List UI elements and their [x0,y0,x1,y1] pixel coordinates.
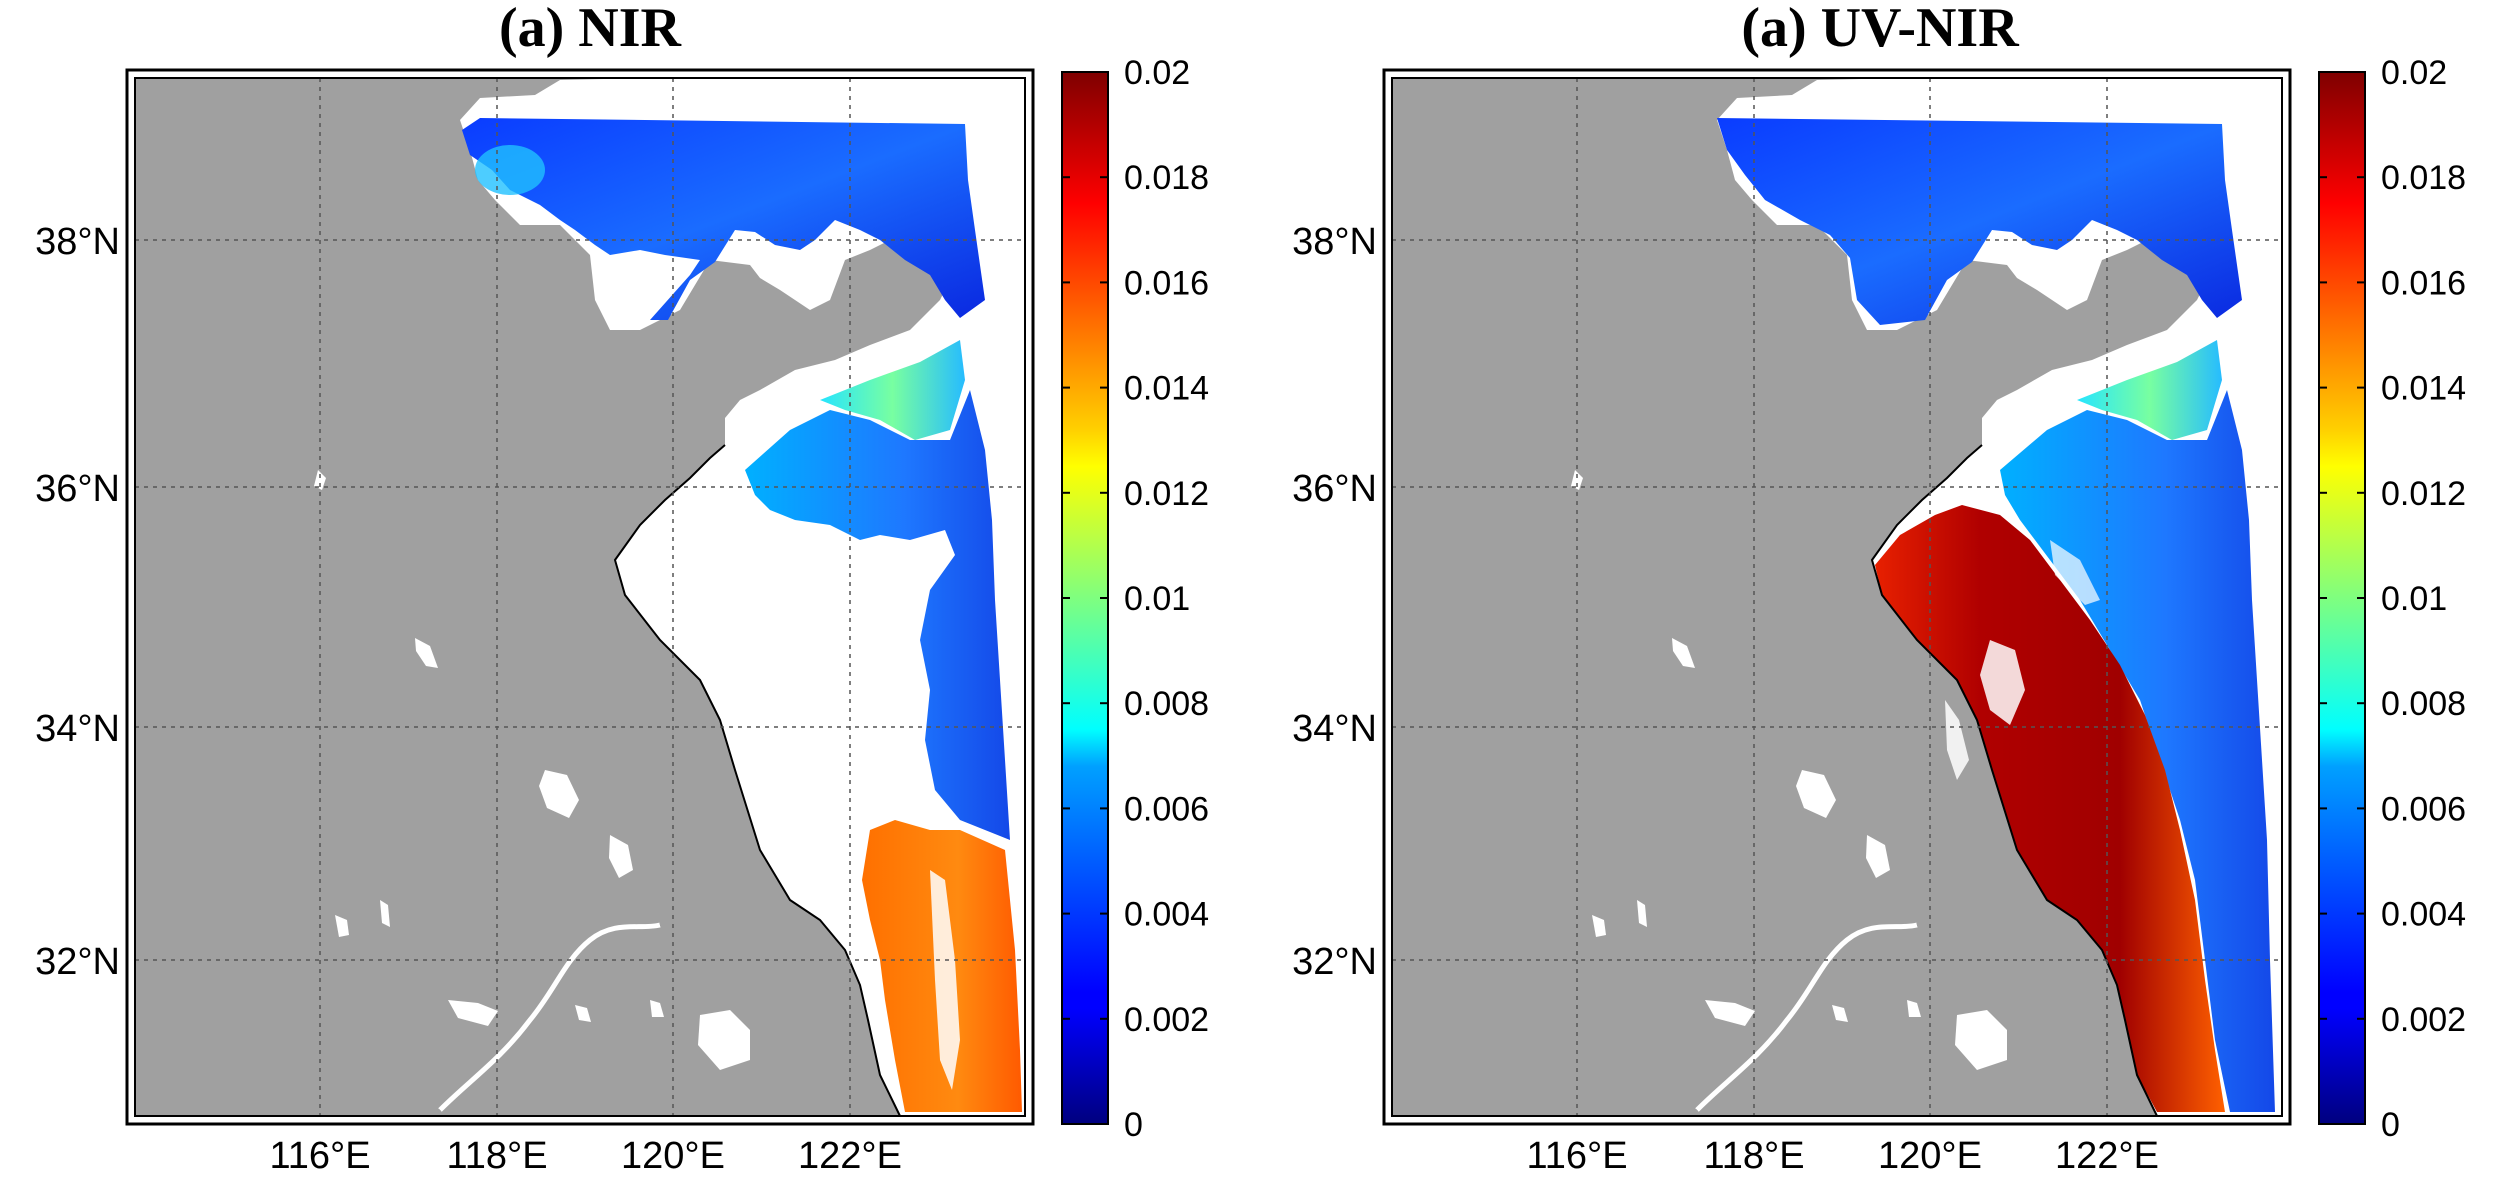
sea-data-north [1717,118,2242,325]
sea-data-south-white-streak [930,870,960,1090]
sea-data-white-gaps [1945,700,1969,780]
lake [1705,1000,1755,1026]
colorbar-tick-label: 0.02 [2381,54,2447,92]
gridlines [1392,78,2282,1116]
colorbar-tick-label: 0.012 [1124,475,1209,513]
colorbar-tick-label: 0.018 [2381,159,2466,197]
lon-label: 122°E [2055,1135,2159,1177]
colorbar-tick-label: 0.002 [1124,1001,1209,1039]
colorbar-tick-label: 0.008 [2381,685,2466,723]
lake [314,470,326,490]
lake [698,1010,750,1070]
coastline [613,444,901,1117]
lake [415,638,438,668]
colorbar-tick-label: 0.01 [2381,580,2447,618]
lat-label: 32°N [1292,941,1377,983]
sea-data-bright-patch [475,145,545,195]
lat-label: 36°N [35,468,120,510]
lake [448,1000,498,1026]
colorbar-tick-label: 0.004 [2381,896,2466,934]
colorbar-tick-label: 0.018 [1124,159,1209,197]
lake [575,1005,591,1022]
map-frame-outer [1382,68,2292,1126]
panel-uvnir: (a) UV-NIR [1292,0,2466,1177]
lake [1832,1005,1848,1022]
gridlines [135,78,1025,1116]
colorbar-tick-label: 0 [2381,1106,2400,1144]
lat-label: 36°N [1292,468,1377,510]
lake [1571,470,1583,490]
lon-label: 120°E [621,1135,725,1177]
lake [609,835,633,878]
colorbar-ticks: 0.02 0.018 0.016 0.014 0.012 0.01 0.008 0.006 0.… [2319,54,2466,1144]
colorbar-tick-label: 0.016 [1124,264,1209,302]
panel-nir: (a) NIR [35,0,1209,1177]
lake [1637,900,1647,927]
panel-title: (a) NIR [499,0,682,59]
sea-data-white-gaps [2050,540,2100,605]
lon-label: 118°E [1703,1135,1804,1177]
lake [335,915,349,937]
map-area [1382,68,2292,1126]
colorbar-tick-label: 0.002 [2381,1001,2466,1039]
lat-label: 38°N [1292,221,1377,263]
sea-data-middle [745,390,1010,840]
lake [1672,638,1695,668]
colorbar: 0.02 0.018 0.016 0.014 0.012 0.01 0.008 0.006 0.… [2318,54,2466,1144]
river [438,922,661,1112]
lake [1907,1000,1921,1017]
map-area [125,68,1035,1126]
colorbar-tick-label: 0.006 [1124,790,1209,828]
colorbar-tick-label: 0.01 [1124,580,1190,618]
map-frame-inner [134,77,1026,1117]
sea-data-white-gaps [1980,640,2025,725]
colorbar-tick-label: 0.004 [1124,896,1209,934]
lon-label: 120°E [1878,1135,1982,1177]
lat-label: 34°N [35,708,120,750]
river [1695,922,1918,1112]
sea-data-coast-band [2077,340,2222,440]
lake [539,770,579,818]
colorbar-tick-label: 0.016 [2381,264,2466,302]
colorbar-tick-label: 0.012 [2381,475,2466,513]
sea-data-north [462,118,985,320]
map-frame-inner [1391,77,2283,1117]
lon-label: 118°E [446,1135,547,1177]
colorbar-tick-label: 0 [1124,1106,1143,1144]
lake [380,900,390,927]
lat-label: 32°N [35,941,120,983]
lon-label: 122°E [798,1135,902,1177]
sea-data-high [1875,505,2225,1112]
lake [1796,770,1836,818]
coastline [1870,444,2158,1117]
colorbar-tick-label: 0.014 [2381,370,2466,408]
colorbar-ticks: 0.02 0.018 0.016 0.014 0.012 0.01 0.008 0.006 0.… [1062,54,1209,1144]
lake [1955,1010,2007,1070]
lake [1866,835,1890,878]
panel-title: (a) UV-NIR [1741,0,2019,59]
sea-data-coast-band [820,340,965,440]
colorbar: 0.02 0.018 0.016 0.014 0.012 0.01 0.008 0.006 0.… [1061,54,1209,1144]
lake [1592,915,1606,937]
lon-label: 116°E [1526,1135,1627,1177]
lon-label: 116°E [269,1135,370,1177]
colorbar-tick-label: 0.02 [1124,54,1190,92]
map-frame-outer [125,68,1035,1126]
colorbar-tick-label: 0.008 [1124,685,1209,723]
lat-label: 34°N [1292,708,1377,750]
lake [650,1000,664,1017]
lat-label: 38°N [35,221,120,263]
colorbar-tick-label: 0.014 [1124,370,1209,408]
colorbar-tick-label: 0.006 [2381,790,2466,828]
